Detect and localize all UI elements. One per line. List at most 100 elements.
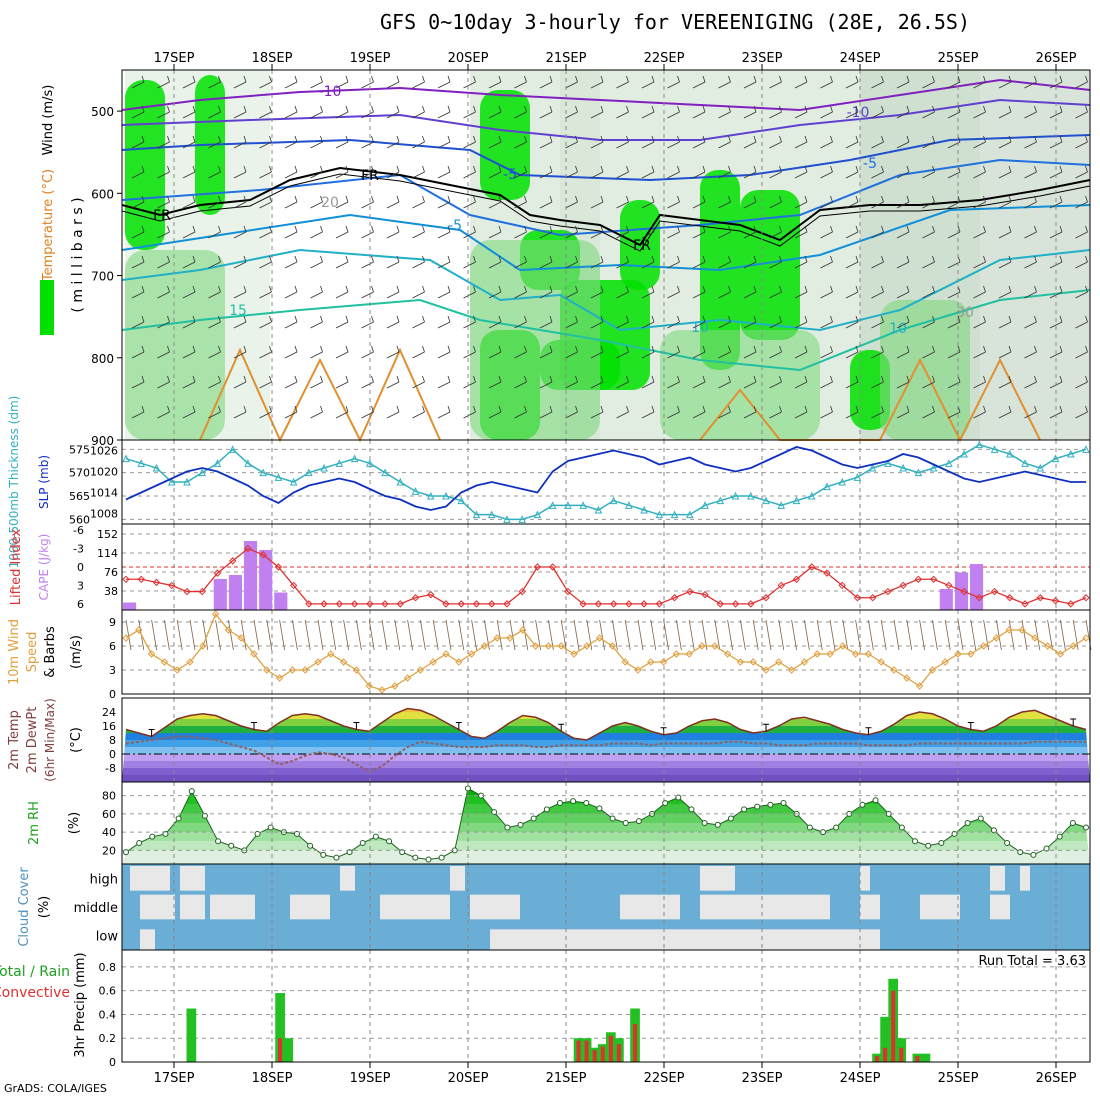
precip-total-bar bbox=[186, 1008, 197, 1062]
wind-barb bbox=[218, 285, 221, 293]
wind-barb bbox=[488, 321, 502, 329]
wind-barb bbox=[488, 231, 502, 239]
tick-label-rh: 20 bbox=[102, 844, 116, 857]
wind-barb bbox=[728, 105, 731, 113]
wind-barb bbox=[998, 411, 1012, 419]
wind-barb bbox=[845, 111, 859, 119]
wind-barb bbox=[667, 381, 680, 389]
day-tick-label: 20SEP bbox=[448, 51, 489, 66]
wind-barb bbox=[284, 171, 298, 179]
rh-point bbox=[951, 830, 958, 837]
rh-point bbox=[175, 815, 182, 822]
wind-barb bbox=[702, 375, 706, 383]
wind-barb bbox=[412, 381, 425, 389]
wind-barb bbox=[743, 261, 757, 269]
wind-barb bbox=[284, 411, 298, 419]
wind-barb bbox=[896, 171, 910, 179]
wind-barb bbox=[182, 411, 196, 419]
wind-barb bbox=[1085, 105, 1088, 113]
wind-speed-point bbox=[954, 650, 962, 658]
wind-barb bbox=[1075, 111, 1088, 119]
wind-speed-point bbox=[621, 658, 629, 666]
wind-barb bbox=[641, 291, 655, 299]
rh-point bbox=[727, 815, 734, 822]
wind-barb bbox=[692, 351, 706, 359]
wind-barb bbox=[677, 375, 680, 383]
tick-label-precip: 0.4 bbox=[99, 1008, 117, 1021]
wind-barb bbox=[447, 75, 451, 83]
wind-barb bbox=[667, 81, 680, 89]
wind-barb bbox=[600, 195, 604, 203]
wind-barb bbox=[922, 261, 935, 269]
wind-barb bbox=[896, 231, 910, 239]
rh-point bbox=[215, 838, 222, 845]
cape-bar bbox=[213, 579, 227, 610]
wind-barb bbox=[1024, 111, 1037, 119]
wind-barb bbox=[998, 261, 1012, 269]
wind-barb bbox=[157, 411, 170, 419]
rh-point bbox=[1004, 840, 1011, 847]
thickness-point bbox=[884, 459, 892, 467]
wind-barb bbox=[141, 255, 145, 263]
wind-barb bbox=[845, 321, 859, 329]
wind-barb bbox=[131, 321, 145, 329]
wind-barb bbox=[498, 165, 502, 173]
wind-barb bbox=[539, 351, 553, 359]
wind-barb bbox=[983, 345, 986, 353]
thickness-point bbox=[807, 491, 816, 500]
contour-label: 30 bbox=[956, 305, 974, 321]
wind-speed-point bbox=[813, 650, 821, 658]
y-tick-label: 600 bbox=[91, 187, 114, 201]
wind-barb bbox=[702, 105, 706, 113]
wind-barb bbox=[167, 165, 170, 173]
ylabel-temp-d: (°C) bbox=[69, 727, 84, 753]
tick-label-thickness: 560 bbox=[69, 513, 90, 526]
thickness-point bbox=[1066, 449, 1075, 458]
wind-speed-point bbox=[941, 658, 949, 666]
wind-barb bbox=[998, 321, 1012, 329]
wind-barb bbox=[524, 315, 527, 323]
dewpoint-line bbox=[125, 735, 1086, 773]
wind-barb bbox=[906, 135, 910, 143]
wind-barb bbox=[1024, 81, 1037, 89]
wind-barb bbox=[524, 375, 527, 383]
wind-barb bbox=[335, 141, 349, 149]
wind-barb bbox=[284, 111, 298, 119]
wind-speed-point bbox=[736, 658, 745, 666]
wind-barb bbox=[871, 141, 884, 149]
temp-band bbox=[122, 747, 1090, 754]
wind-barb bbox=[1008, 165, 1012, 173]
y-tick-label: 800 bbox=[91, 352, 114, 366]
wind-barb bbox=[932, 375, 935, 383]
wind-barb bbox=[514, 321, 527, 329]
wind-speed-point bbox=[365, 682, 373, 690]
wind-speed-point bbox=[160, 658, 169, 666]
cloud-level-label: middle bbox=[74, 901, 118, 916]
wind-barb bbox=[218, 165, 221, 173]
rh-point bbox=[201, 812, 208, 819]
wind-barb bbox=[922, 351, 935, 359]
wind-barb bbox=[447, 375, 451, 383]
wind-barb bbox=[743, 201, 757, 209]
thickness-point bbox=[625, 501, 633, 509]
wind-barb bbox=[769, 321, 782, 329]
wind-barb bbox=[437, 381, 451, 389]
cloud-clear-segment bbox=[520, 929, 700, 950]
wind-barb bbox=[310, 351, 323, 359]
tick-label-rh: 80 bbox=[102, 790, 116, 803]
rh-point bbox=[1083, 824, 1089, 831]
cloud-clear-segment bbox=[990, 894, 1010, 920]
wind-speed-point bbox=[135, 626, 143, 634]
wind-barb bbox=[157, 141, 170, 149]
temperature-contour bbox=[121, 248, 1091, 332]
wind-barb bbox=[804, 285, 808, 293]
wind-barb bbox=[957, 345, 961, 353]
wind-barb bbox=[947, 201, 961, 209]
wind-barb bbox=[386, 111, 400, 119]
thickness-point bbox=[838, 477, 846, 486]
cape-bar bbox=[244, 541, 258, 610]
wind-barb bbox=[1008, 105, 1012, 113]
wind-barb bbox=[182, 261, 196, 269]
wind-barb bbox=[896, 411, 910, 419]
wind-barb bbox=[896, 321, 910, 329]
